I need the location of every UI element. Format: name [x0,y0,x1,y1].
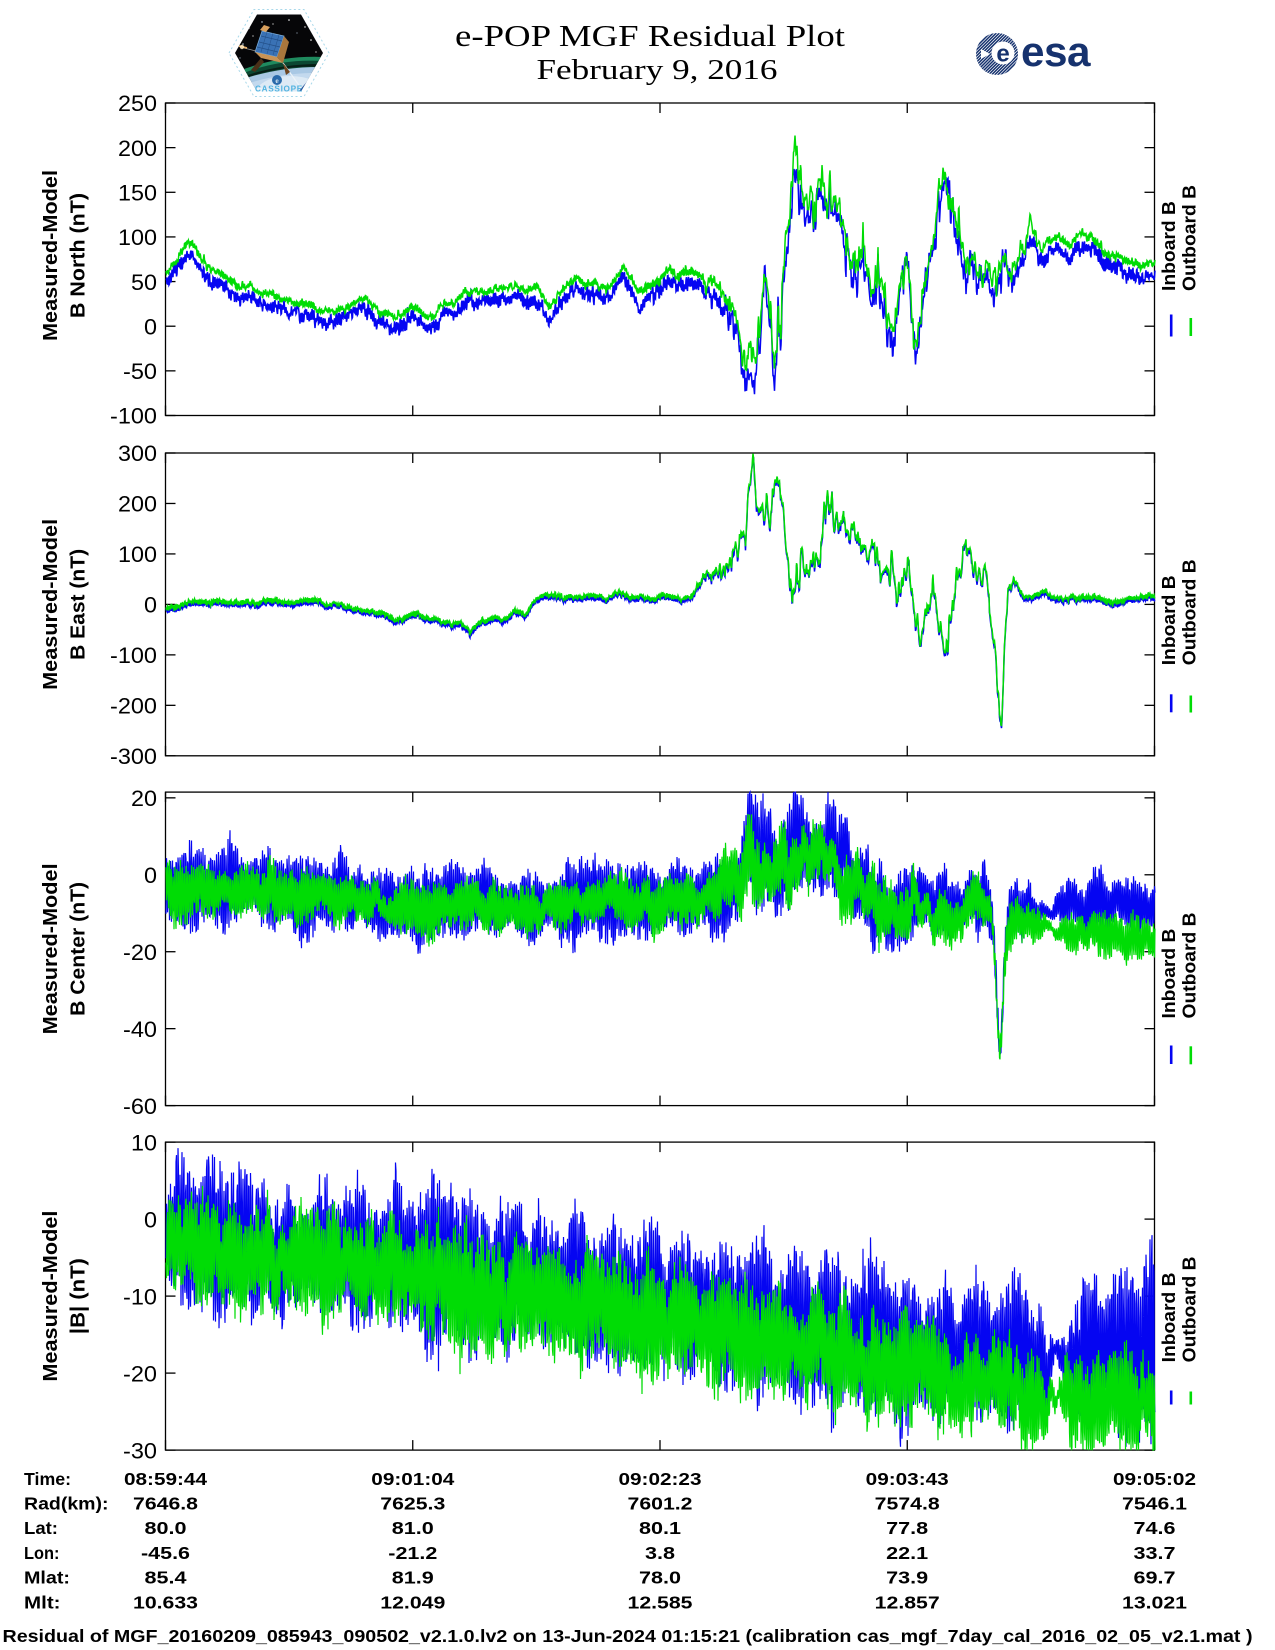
svg-text:78.0: 78.0 [639,1568,681,1588]
svg-text:|B| (nT): |B| (nT) [68,1258,90,1334]
svg-text:-60: -60 [123,1094,157,1119]
svg-text:12.049: 12.049 [380,1592,445,1612]
svg-text:09:05:02: 09:05:02 [1113,1469,1196,1489]
svg-text:-200: -200 [110,694,157,719]
svg-text:12.857: 12.857 [875,1592,940,1612]
svg-text:-10: -10 [123,1284,157,1309]
svg-text:Measured-Model: Measured-Model [40,170,62,341]
svg-text:February 9, 2016: February 9, 2016 [537,54,778,86]
svg-text:150: 150 [118,180,157,205]
svg-text:Lat:: Lat: [24,1518,58,1538]
svg-text:-100: -100 [110,404,157,429]
svg-text:7646.8: 7646.8 [133,1494,198,1514]
svg-text:Residual of MGF_20160209_08594: Residual of MGF_20160209_085943_090502_v… [3,1626,1253,1646]
svg-text:81.9: 81.9 [392,1568,434,1588]
svg-text:0: 0 [144,1207,157,1232]
svg-text:10.633: 10.633 [133,1592,198,1612]
svg-text:Outboard B: Outboard B [1179,913,1200,1019]
svg-text:0: 0 [144,314,157,339]
svg-text:81.0: 81.0 [392,1518,434,1538]
svg-text:Measured-Model: Measured-Model [40,1211,62,1382]
svg-text:250: 250 [118,91,157,116]
svg-text:80.1: 80.1 [639,1518,681,1538]
svg-text:e-POP MGF Residual Plot: e-POP MGF Residual Plot [455,19,846,53]
svg-text:100: 100 [118,225,157,250]
svg-text:e: e [996,41,1009,68]
svg-text:B Center (nT): B Center (nT) [68,882,90,1016]
svg-text:13.021: 13.021 [1122,1592,1187,1612]
svg-text:300: 300 [118,441,157,466]
svg-text:Inboard B: Inboard B [1158,1272,1179,1362]
svg-text:esa: esa [1021,28,1091,75]
svg-text:09:01:04: 09:01:04 [371,1469,454,1489]
svg-text:Rad(km):: Rad(km): [24,1494,109,1514]
svg-text:Measured-Model: Measured-Model [40,519,62,690]
svg-text:80.0: 80.0 [145,1518,187,1538]
svg-text:-100: -100 [110,643,157,668]
svg-text:Inboard B: Inboard B [1158,201,1179,291]
svg-text:e: e [275,76,279,85]
svg-text:-40: -40 [123,1017,157,1042]
svg-text:-50: -50 [123,359,157,384]
svg-text:7574.8: 7574.8 [875,1494,940,1514]
svg-text:-300: -300 [110,744,157,769]
svg-text:74.6: 74.6 [1134,1518,1176,1538]
svg-text:09:03:43: 09:03:43 [866,1469,949,1489]
svg-text:200: 200 [118,492,157,517]
svg-text:Mlt:: Mlt: [24,1592,61,1612]
svg-text:20: 20 [131,786,157,811]
svg-text:100: 100 [118,542,157,567]
svg-text:69.7: 69.7 [1134,1568,1176,1588]
svg-text:-20: -20 [123,940,157,965]
svg-text:Outboard B: Outboard B [1179,1256,1200,1362]
svg-text:0: 0 [144,863,157,888]
svg-text:CASSIOPE: CASSIOPE [255,85,303,94]
svg-text:73.9: 73.9 [886,1568,928,1588]
svg-text:B East (nT): B East (nT) [68,549,90,660]
svg-text:7625.3: 7625.3 [380,1494,445,1514]
svg-text:Inboard B: Inboard B [1158,575,1179,665]
svg-text:0: 0 [144,593,157,618]
svg-text:-30: -30 [123,1438,157,1463]
svg-text:Time:: Time: [24,1469,71,1489]
svg-text:-45.6: -45.6 [141,1543,190,1563]
svg-text:3.8: 3.8 [645,1543,675,1563]
svg-text:09:02:23: 09:02:23 [619,1469,702,1489]
svg-text:Inboard B: Inboard B [1158,929,1179,1019]
svg-text:Outboard B: Outboard B [1179,559,1200,665]
svg-text:-20: -20 [123,1361,157,1386]
svg-text:85.4: 85.4 [145,1568,187,1588]
svg-text:Mlat:: Mlat: [24,1568,70,1588]
svg-text:33.7: 33.7 [1134,1543,1176,1563]
svg-text:08:59:44: 08:59:44 [124,1469,207,1489]
svg-text:12.585: 12.585 [628,1592,693,1612]
svg-text:22.1: 22.1 [886,1543,928,1563]
svg-text:200: 200 [118,136,157,161]
svg-text:B North (nT): B North (nT) [68,193,90,318]
svg-text:50: 50 [131,270,157,295]
svg-text:Lon:: Lon: [24,1543,60,1563]
svg-text:Outboard B: Outboard B [1179,185,1200,291]
svg-text:-21.2: -21.2 [388,1543,437,1563]
svg-text:10: 10 [131,1130,157,1155]
svg-text:7546.1: 7546.1 [1122,1494,1187,1514]
svg-text:77.8: 77.8 [886,1518,928,1538]
svg-text:7601.2: 7601.2 [628,1494,693,1514]
svg-text:Measured-Model: Measured-Model [40,863,62,1034]
